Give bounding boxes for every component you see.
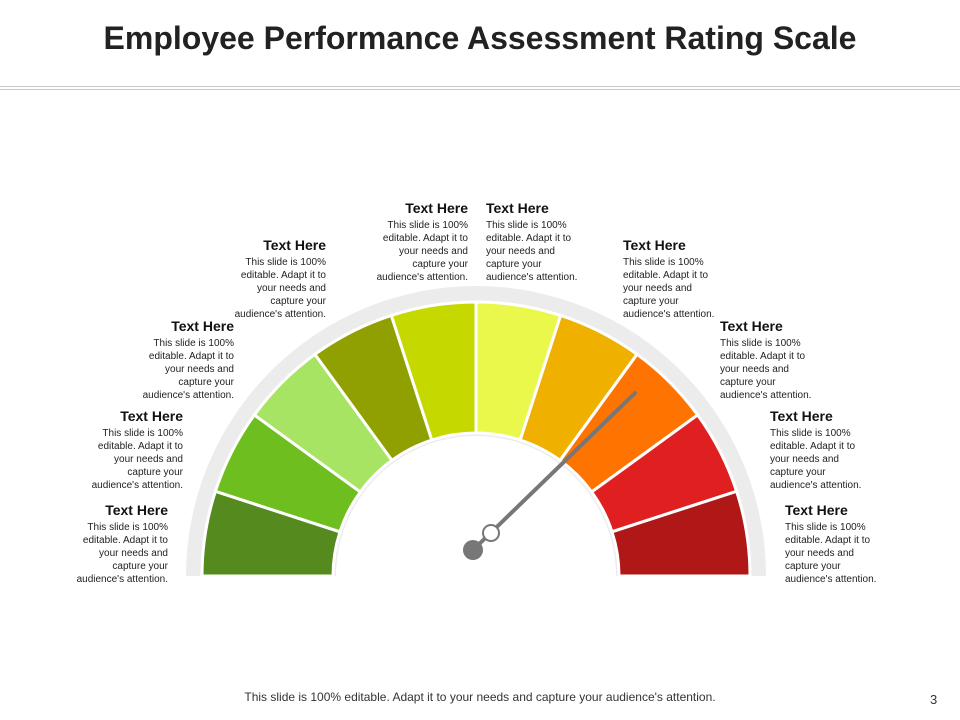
block-text: This slide is 100% editable. Adapt it to… <box>623 257 715 320</box>
block-text: This slide is 100% editable. Adapt it to… <box>234 257 326 320</box>
block-text: This slide is 100% editable. Adapt it to… <box>785 522 877 585</box>
block-text: This slide is 100% editable. Adapt it to… <box>486 220 578 283</box>
block-text: This slide is 100% editable. Adapt it to… <box>91 428 183 491</box>
block-heading: Text Here <box>785 502 848 518</box>
text-block: Text Here This slide is 100% editable. Ad… <box>785 502 889 586</box>
needle-hub <box>463 540 483 560</box>
needle-ring <box>482 524 500 542</box>
text-block: Text Here This slide is 100% editable. Ad… <box>486 200 590 284</box>
text-block: Text Here This slide is 100% editable. Ad… <box>222 237 326 321</box>
block-text: This slide is 100% editable. Adapt it to… <box>376 220 468 283</box>
text-block: Text Here This slide is 100% editable. Ad… <box>64 502 168 586</box>
header-rule <box>0 86 960 87</box>
block-heading: Text Here <box>120 408 183 424</box>
block-heading: Text Here <box>263 237 326 253</box>
block-text: This slide is 100% editable. Adapt it to… <box>720 338 812 401</box>
gauge-base <box>180 576 780 596</box>
needle <box>471 391 637 552</box>
block-text: This slide is 100% editable. Adapt it to… <box>76 522 168 585</box>
text-block: Text Here This slide is 100% editable. Ad… <box>770 408 874 492</box>
text-block: Text Here This slide is 100% editable. Ad… <box>79 408 183 492</box>
header-rule <box>0 89 960 90</box>
page-number: 3 <box>930 692 938 707</box>
footer-text: This slide is 100% editable. Adapt it to… <box>244 690 716 704</box>
text-block: Text Here This slide is 100% editable. Ad… <box>130 318 234 402</box>
block-heading: Text Here <box>720 318 783 334</box>
text-block: Text Here This slide is 100% editable. Ad… <box>623 237 727 321</box>
title: Employee Performance Assessment Rating S… <box>103 20 857 56</box>
block-heading: Text Here <box>486 200 549 216</box>
block-heading: Text Here <box>770 408 833 424</box>
block-heading: Text Here <box>405 200 468 216</box>
text-block: Text Here This slide is 100% editable. Ad… <box>364 200 468 284</box>
block-heading: Text Here <box>105 502 168 518</box>
text-block: Text Here This slide is 100% editable. Ad… <box>720 318 824 402</box>
block-text: This slide is 100% editable. Adapt it to… <box>142 338 234 401</box>
block-text: This slide is 100% editable. Adapt it to… <box>770 428 862 491</box>
block-heading: Text Here <box>171 318 234 334</box>
block-heading: Text Here <box>623 237 686 253</box>
